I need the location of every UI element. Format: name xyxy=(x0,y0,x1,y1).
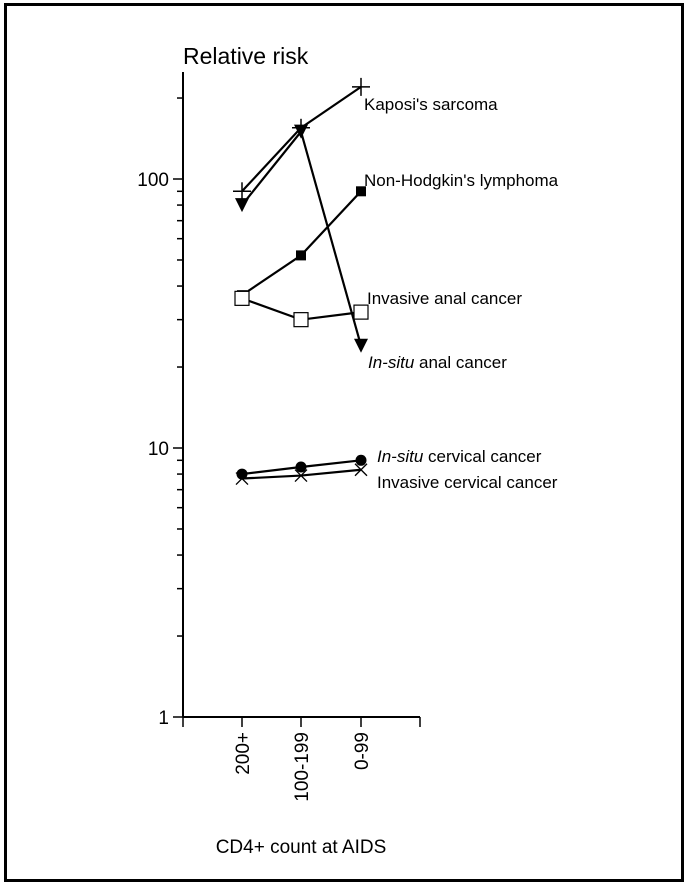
y-tick-label: 1 xyxy=(158,708,169,729)
triangle-marker xyxy=(354,338,368,353)
chart-frame xyxy=(4,3,684,882)
open-square-marker xyxy=(234,290,250,306)
series-label-rest: cervical cancer xyxy=(423,447,541,466)
x-marker xyxy=(354,463,368,477)
series-label-rest: anal cancer xyxy=(414,353,507,372)
x-tick-label: 100-199 xyxy=(292,732,313,802)
y-tick-label: 10 xyxy=(148,439,169,460)
open-square-marker xyxy=(353,304,369,320)
y-axis-label: Relative risk xyxy=(183,43,309,69)
filled-square-marker xyxy=(296,250,306,261)
plus-marker xyxy=(352,77,370,96)
triangle-marker xyxy=(235,198,249,213)
series-label: Kaposi's sarcoma xyxy=(364,95,498,114)
series-label-italic: In-situ xyxy=(377,447,424,466)
filled-square-marker xyxy=(356,186,366,197)
triangle-marker xyxy=(294,124,308,139)
x-tick-label: 0-99 xyxy=(352,732,373,770)
series-label: In-situ anal cancer xyxy=(368,353,507,372)
series-line xyxy=(241,85,362,193)
series-label: Invasive cervical cancer xyxy=(377,473,558,492)
open-square-marker xyxy=(293,312,309,328)
x-axis-label: CD4+ count at AIDS xyxy=(216,837,387,858)
plus-marker xyxy=(233,182,251,201)
series-label: In-situ cervical cancer xyxy=(377,447,542,466)
filled-circle-marker xyxy=(295,461,307,473)
series-label-italic: In-situ xyxy=(368,353,415,372)
filled-circle-marker xyxy=(355,454,367,466)
x-marker xyxy=(235,472,249,485)
filled-circle-marker xyxy=(236,468,248,480)
x-tick-label: 200+ xyxy=(233,732,254,775)
series-label: Non-Hodgkin's lymphoma xyxy=(364,171,559,190)
series-label: Invasive anal cancer xyxy=(367,289,522,308)
x-marker xyxy=(294,469,308,482)
y-tick-label: 100 xyxy=(137,170,169,191)
